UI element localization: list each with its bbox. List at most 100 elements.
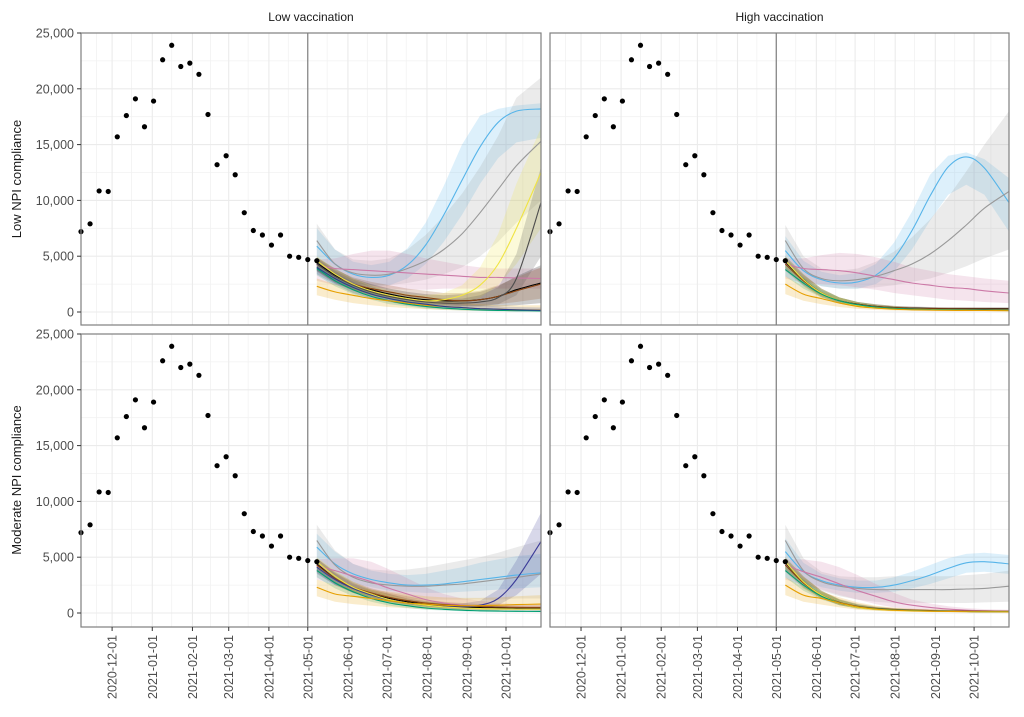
observed-point: [556, 221, 562, 227]
panels: [78, 32, 1010, 628]
observed-point: [160, 358, 166, 364]
x-tick-label: 2021-05-01: [301, 635, 315, 699]
x-tick-label: 2021-08-01: [889, 635, 903, 699]
ribbon-scenario-orange: [316, 278, 541, 312]
observed-point: [574, 188, 580, 195]
observed-point: [96, 489, 102, 495]
observed-point: [305, 256, 311, 263]
observed-point: [665, 372, 671, 378]
observed-point: [574, 489, 580, 496]
y-tick-label: 10,000: [36, 495, 74, 509]
line-scenario-blue: [784, 551, 1009, 589]
observed-point: [637, 343, 644, 349]
observed-point: [287, 554, 293, 560]
ribbon-scenario-gray: [785, 111, 1009, 289]
line-scenario-navy: [316, 266, 541, 311]
observed-point: [656, 60, 662, 66]
line-scenario-gray: [784, 191, 1009, 282]
observed-point: [710, 210, 716, 216]
x-tick-label: 2021-09-01: [461, 635, 475, 699]
ribbon-scenario-yellow: [316, 557, 541, 611]
x-tick-label: 2021-06-01: [341, 635, 355, 699]
observed-point: [755, 554, 761, 560]
line-scenario-pink: [316, 264, 541, 280]
x-tick-label: 2020-12-01: [575, 635, 589, 699]
ribbon-scenario-orange: [316, 579, 541, 611]
row-label-0: Low NPI compliance: [9, 120, 24, 239]
x-tick-label: 2021-07-01: [849, 635, 863, 699]
observed-point: [601, 96, 607, 102]
line-scenario-orange: [785, 283, 1009, 312]
observed-point: [601, 397, 607, 403]
line-scenario-pink: [785, 564, 1009, 612]
line-scenario-orange: [316, 586, 541, 607]
observed-point: [782, 258, 788, 264]
ribbon-scenario-pink: [785, 559, 1009, 613]
ribbon-scenario-green: [785, 565, 1009, 613]
observed-point: [592, 413, 598, 420]
observed-point: [178, 63, 184, 70]
ribbon-scenario-green: [316, 565, 541, 613]
strip-label-col-0: Low vaccination: [268, 10, 353, 24]
strip-label-col-1: High vaccination: [735, 10, 823, 24]
observed-point: [683, 463, 689, 469]
x-tick-label: 2021-01-01: [146, 635, 160, 699]
observed-point: [205, 412, 211, 419]
observed-point: [565, 489, 571, 495]
observed-point: [132, 397, 139, 403]
row-label-1: Moderate NPI compliance: [9, 405, 24, 555]
observed-point: [241, 210, 247, 216]
observed-point: [296, 555, 302, 561]
observed-point: [656, 361, 662, 367]
observed-point: [782, 559, 788, 565]
x-tick-label: 2021-03-01: [222, 635, 236, 699]
observed-point: [692, 454, 698, 460]
observed-point: [223, 153, 229, 159]
observed-point: [105, 188, 111, 195]
observed-point: [773, 256, 779, 263]
panel-content: [784, 524, 1009, 613]
observed-point: [223, 454, 229, 460]
observed-point: [123, 112, 129, 119]
observed-point: [314, 559, 320, 565]
ribbon-scenario-brown: [316, 257, 541, 306]
observed-point: [296, 254, 302, 260]
observed-point: [277, 232, 284, 238]
observed-point: [287, 253, 293, 259]
observed-point: [141, 425, 148, 431]
observed-point: [583, 134, 589, 140]
observed-point: [169, 343, 175, 349]
observed-point: [565, 188, 571, 194]
ribbon-scenario-blue: [316, 103, 541, 287]
observed-point: [87, 522, 93, 528]
panel-background: [550, 33, 1009, 325]
observed-point: [187, 60, 193, 66]
x-tick-label: 2021-10-01: [500, 635, 514, 699]
observed-point: [123, 413, 129, 420]
x-tick-label: 2021-08-01: [420, 635, 434, 699]
observed-point: [701, 473, 707, 479]
x-tick-label: 2021-04-01: [262, 635, 276, 699]
panel-background: [550, 334, 1009, 627]
observed-point: [259, 232, 266, 238]
y-tick-label: 15,000: [36, 439, 74, 453]
ribbon-scenario-brown: [316, 558, 541, 610]
observed-point: [764, 254, 770, 260]
observed-point: [150, 98, 157, 104]
x-axes: 2020-12-01 2021-01-01 2021-02-01 2021-03-01…: [106, 627, 982, 699]
observed-point: [250, 227, 256, 234]
line-scenario-gray: [316, 140, 541, 276]
observed-point: [628, 358, 635, 364]
observed-point: [268, 543, 275, 549]
observed-point: [746, 232, 752, 238]
line-scenario-gray: [316, 540, 541, 587]
panel-border: [549, 333, 1010, 628]
observed-point: [619, 98, 626, 104]
observed-point: [232, 473, 238, 479]
row-labels: Low NPI compliance Moderate NPI complian…: [9, 120, 24, 555]
line-scenario-darkgray: [316, 202, 541, 304]
observed-point: [205, 111, 211, 118]
observed-point: [719, 227, 725, 234]
observed-point: [187, 361, 193, 367]
observed-point: [241, 511, 247, 517]
